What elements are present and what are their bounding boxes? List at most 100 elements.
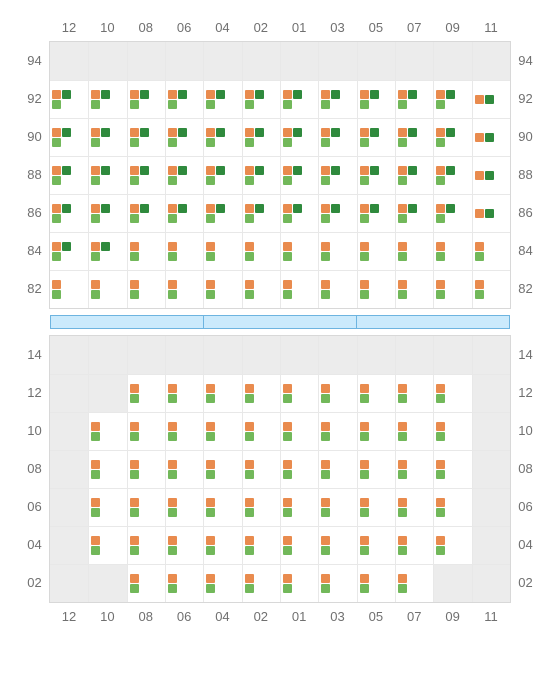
status-square [436, 384, 445, 393]
grid-cell [280, 271, 318, 308]
grid-cell [127, 527, 165, 564]
grid-cell [88, 81, 126, 118]
grid-cell [242, 119, 280, 156]
status-square [436, 432, 445, 441]
status-square [206, 384, 215, 393]
status-square [91, 290, 100, 299]
status-square [436, 204, 445, 213]
status-square [130, 166, 139, 175]
status-square [331, 90, 340, 99]
bottom-row-labels-right: 14121008060402 [511, 335, 540, 603]
bottom-grid-wrapper: 14121008060402 14121008060402 [20, 335, 540, 603]
top-grid [49, 41, 511, 309]
status-square [178, 128, 187, 137]
status-square [321, 290, 330, 299]
grid-cell [433, 42, 471, 80]
status-square [398, 432, 407, 441]
status-square [62, 242, 71, 251]
status-square [321, 432, 330, 441]
status-square [168, 252, 177, 261]
status-square [178, 204, 187, 213]
grid-cell [242, 565, 280, 602]
status-square [206, 166, 215, 175]
grid-cell [433, 565, 471, 602]
status-square [91, 536, 100, 545]
status-square [255, 204, 264, 213]
grid-cell [433, 375, 471, 412]
grid-cell [165, 195, 203, 232]
status-square [446, 166, 455, 175]
status-square [321, 214, 330, 223]
grid-cell [50, 375, 88, 412]
status-square [408, 166, 417, 175]
status-square [52, 204, 61, 213]
grid-cell [395, 527, 433, 564]
status-square [293, 204, 302, 213]
grid-cell [242, 489, 280, 526]
status-square [140, 204, 149, 213]
status-square [436, 100, 445, 109]
grid-cell [395, 233, 433, 270]
status-square [178, 166, 187, 175]
column-label: 09 [434, 609, 472, 624]
column-labels-top: 121008060402010305070911 [20, 20, 540, 35]
status-square [216, 166, 225, 175]
status-square [91, 252, 100, 261]
status-square [245, 252, 254, 261]
status-square [360, 204, 369, 213]
grid-cell [203, 42, 241, 80]
column-label: 11 [472, 20, 510, 35]
status-square [245, 394, 254, 403]
grid-cell [318, 451, 356, 488]
status-square [283, 384, 292, 393]
status-square [360, 546, 369, 555]
grid-cell [242, 451, 280, 488]
grid-cell [203, 119, 241, 156]
status-square [360, 242, 369, 251]
grid-cell [88, 119, 126, 156]
grid-cell [88, 565, 126, 602]
status-square [360, 176, 369, 185]
row-label: 90 [20, 117, 49, 155]
grid-cell [127, 42, 165, 80]
status-square [130, 584, 139, 593]
status-square [91, 422, 100, 431]
status-square [130, 394, 139, 403]
status-square [130, 176, 139, 185]
grid-cell [50, 271, 88, 308]
grid-cell [395, 565, 433, 602]
status-square [245, 138, 254, 147]
status-square [168, 280, 177, 289]
row-label: 02 [20, 563, 49, 601]
grid-cell [127, 195, 165, 232]
grid-cell [165, 413, 203, 450]
status-square [475, 280, 484, 289]
status-square [398, 138, 407, 147]
status-square [130, 100, 139, 109]
grid-cell [357, 336, 395, 374]
grid-cell [50, 42, 88, 80]
divider-segment [203, 316, 356, 328]
status-square [130, 460, 139, 469]
grid-cell [88, 489, 126, 526]
grid-row [50, 488, 510, 526]
status-square [398, 90, 407, 99]
status-square [283, 280, 292, 289]
status-square [360, 508, 369, 517]
row-label: 06 [511, 487, 540, 525]
status-square [436, 498, 445, 507]
status-square [91, 166, 100, 175]
status-square [62, 204, 71, 213]
status-square [436, 166, 445, 175]
status-square [206, 508, 215, 517]
grid-cell [50, 451, 88, 488]
status-square [62, 166, 71, 175]
grid-cell [472, 81, 510, 118]
grid-cell [127, 233, 165, 270]
status-square [101, 204, 110, 213]
status-square [206, 536, 215, 545]
grid-cell [318, 81, 356, 118]
status-square [321, 176, 330, 185]
status-square [62, 90, 71, 99]
status-square [283, 100, 292, 109]
